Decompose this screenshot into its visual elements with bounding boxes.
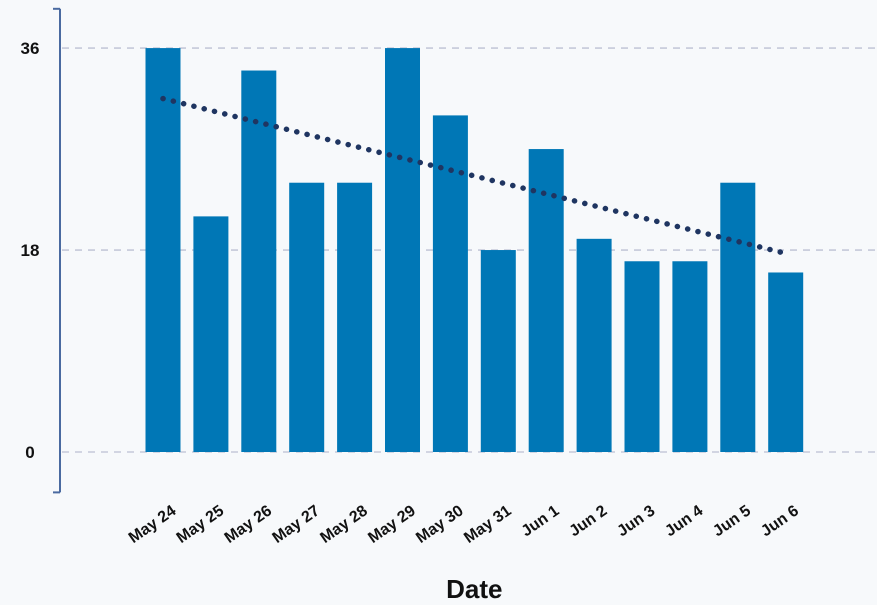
bar-series xyxy=(145,48,804,453)
x-tick-label: Jun 6 xyxy=(758,502,802,540)
x-tick-label: Jun 3 xyxy=(614,502,658,540)
bar xyxy=(385,48,420,453)
x-tick-label: May 24 xyxy=(126,502,180,547)
x-tick-label: May 26 xyxy=(222,502,276,547)
y-tick-label: 18 xyxy=(21,241,40,260)
bar xyxy=(337,182,373,452)
trendline-path xyxy=(160,95,789,257)
x-tick-label: May 29 xyxy=(365,502,419,547)
bar xyxy=(289,182,325,452)
x-tick-label: Jun 1 xyxy=(519,502,563,540)
x-axis-label: Date xyxy=(446,574,502,604)
x-tick-label: Jun 5 xyxy=(710,502,754,540)
bar xyxy=(145,48,181,453)
y-tick-label: 36 xyxy=(21,39,40,58)
x-tick-label: Jun 4 xyxy=(662,502,706,540)
trendline xyxy=(160,95,789,257)
bar xyxy=(193,216,229,452)
bar xyxy=(241,70,277,453)
bar xyxy=(624,261,660,452)
bar xyxy=(768,272,804,452)
bar xyxy=(432,115,468,453)
bar xyxy=(576,238,612,452)
x-tick-label: May 25 xyxy=(174,502,228,547)
bar xyxy=(672,261,708,452)
bar xyxy=(480,250,516,452)
y-axis: 0 18 36 xyxy=(21,7,60,494)
x-tick-label: May 30 xyxy=(413,502,467,547)
x-tick-label: May 28 xyxy=(317,502,371,547)
bar xyxy=(720,182,756,452)
x-tick-label: May 31 xyxy=(461,502,515,547)
x-tick-label: May 27 xyxy=(270,502,324,547)
y-tick-label: 0 xyxy=(25,443,34,462)
bar xyxy=(528,149,564,452)
x-tick-label: Jun 2 xyxy=(566,502,610,540)
